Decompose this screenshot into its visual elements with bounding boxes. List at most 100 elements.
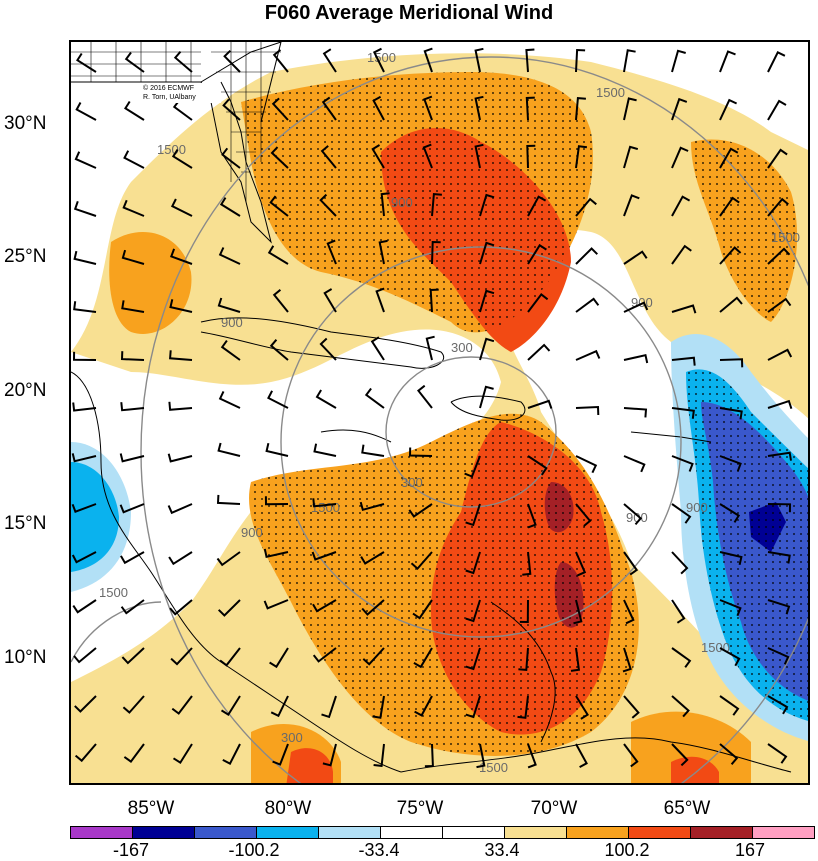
wind-barb (527, 343, 551, 361)
wind-barb (270, 695, 289, 718)
wind-barb (217, 297, 241, 313)
wind-barb (575, 145, 588, 169)
wind-barb (73, 301, 97, 313)
longitude-label: 70°W (530, 798, 578, 819)
wind-barb (370, 336, 385, 361)
colorbar-label: 100.2 (604, 840, 650, 860)
colorbar (70, 826, 815, 839)
wind-barb (474, 47, 484, 73)
wind-barb (719, 246, 742, 265)
wind-barb (527, 503, 537, 529)
wind-barb (169, 599, 193, 616)
wind-barb (410, 551, 433, 571)
wind-barb (361, 599, 385, 616)
wind-barb (168, 551, 193, 566)
wind-barb (671, 49, 686, 73)
wind-barb (220, 340, 241, 361)
wind-barb (424, 743, 434, 768)
wind-barb (479, 385, 494, 409)
wind-barb (71, 503, 97, 513)
wind-barb (121, 249, 145, 265)
contour-label: 300 (281, 730, 303, 745)
wind-barb (719, 455, 742, 472)
wind-barb (767, 503, 792, 513)
wind-barb (269, 647, 289, 669)
map-panel: 1500 1500 1500 1500 1500 900 900 900 900… (69, 40, 810, 785)
wind-barb (719, 407, 743, 420)
wind-barb (372, 695, 385, 719)
colorbar-cell (690, 826, 753, 839)
wind-barb (479, 337, 495, 361)
wind-barb (671, 407, 695, 419)
wind-barb (527, 743, 537, 769)
wind-barb (519, 599, 529, 624)
wind-barb (479, 289, 495, 313)
wind-barb (767, 695, 789, 715)
wind-barb (170, 248, 193, 265)
wind-barb (719, 647, 741, 667)
wind-barb (172, 99, 193, 121)
wind-barb (220, 695, 241, 716)
wind-barb (313, 443, 337, 457)
wind-barb (221, 147, 241, 169)
wind-barb (123, 150, 145, 169)
colorbar-cell (566, 826, 629, 839)
wind-barb (414, 695, 433, 717)
colorbar-cell (132, 826, 195, 839)
wind-barb (719, 599, 742, 617)
wind-barb (319, 193, 337, 217)
wind-barb (479, 193, 495, 217)
wind-barb (321, 96, 337, 121)
coastlines (71, 42, 792, 773)
wind-barb (423, 47, 433, 73)
wind-barb (120, 402, 145, 412)
wind-barb (359, 501, 385, 512)
wind-barb (671, 304, 697, 314)
contour-label: 300 (401, 475, 423, 490)
wind-barb (623, 407, 648, 418)
wind-barb (76, 52, 97, 73)
wind-barb (525, 48, 535, 73)
wind-barb (168, 401, 193, 411)
wind-barb (372, 95, 385, 121)
wind-barb (425, 335, 435, 361)
wind-barb (719, 50, 736, 73)
colorbar-label: -167 (112, 840, 150, 860)
wind-barb (527, 195, 547, 217)
colorbar-cell (256, 826, 319, 839)
longitude-label: 85°W (127, 798, 175, 819)
significance-stipple (241, 72, 808, 756)
colorbar-cell (380, 826, 443, 839)
wind-barb (219, 197, 241, 217)
wind-barb (272, 743, 289, 766)
wind-barb (319, 337, 337, 361)
wind-barb (408, 447, 433, 457)
wind-barb (172, 743, 193, 764)
contour-label: 900 (391, 195, 413, 210)
height-contours (71, 56, 808, 783)
credit-line: R. Torn, UAlbany (143, 94, 196, 101)
wind-barb (269, 339, 289, 361)
wind-barb (218, 390, 241, 409)
latitude-label: 20°N (4, 380, 47, 401)
wind-barb (322, 48, 337, 73)
wind-barb (422, 143, 433, 169)
wind-barb (767, 247, 791, 265)
wind-barb (173, 50, 193, 73)
wind-barb (269, 195, 289, 217)
wind-barb (767, 551, 791, 564)
wind-barb (219, 647, 241, 667)
wind-barb (474, 95, 484, 121)
wind-barb (622, 647, 632, 673)
wind-barb (623, 145, 639, 169)
colorbar-cell (194, 826, 257, 839)
wind-barb (326, 239, 337, 265)
wind-barb (671, 503, 692, 524)
wind-barb (323, 288, 337, 313)
wind-barb (321, 695, 337, 719)
wind-barb (267, 390, 289, 409)
contour-label: 1500 (701, 640, 730, 655)
latitude-label: 15°N (4, 513, 47, 534)
wind-barb (719, 296, 743, 313)
wind-barb (522, 551, 532, 576)
